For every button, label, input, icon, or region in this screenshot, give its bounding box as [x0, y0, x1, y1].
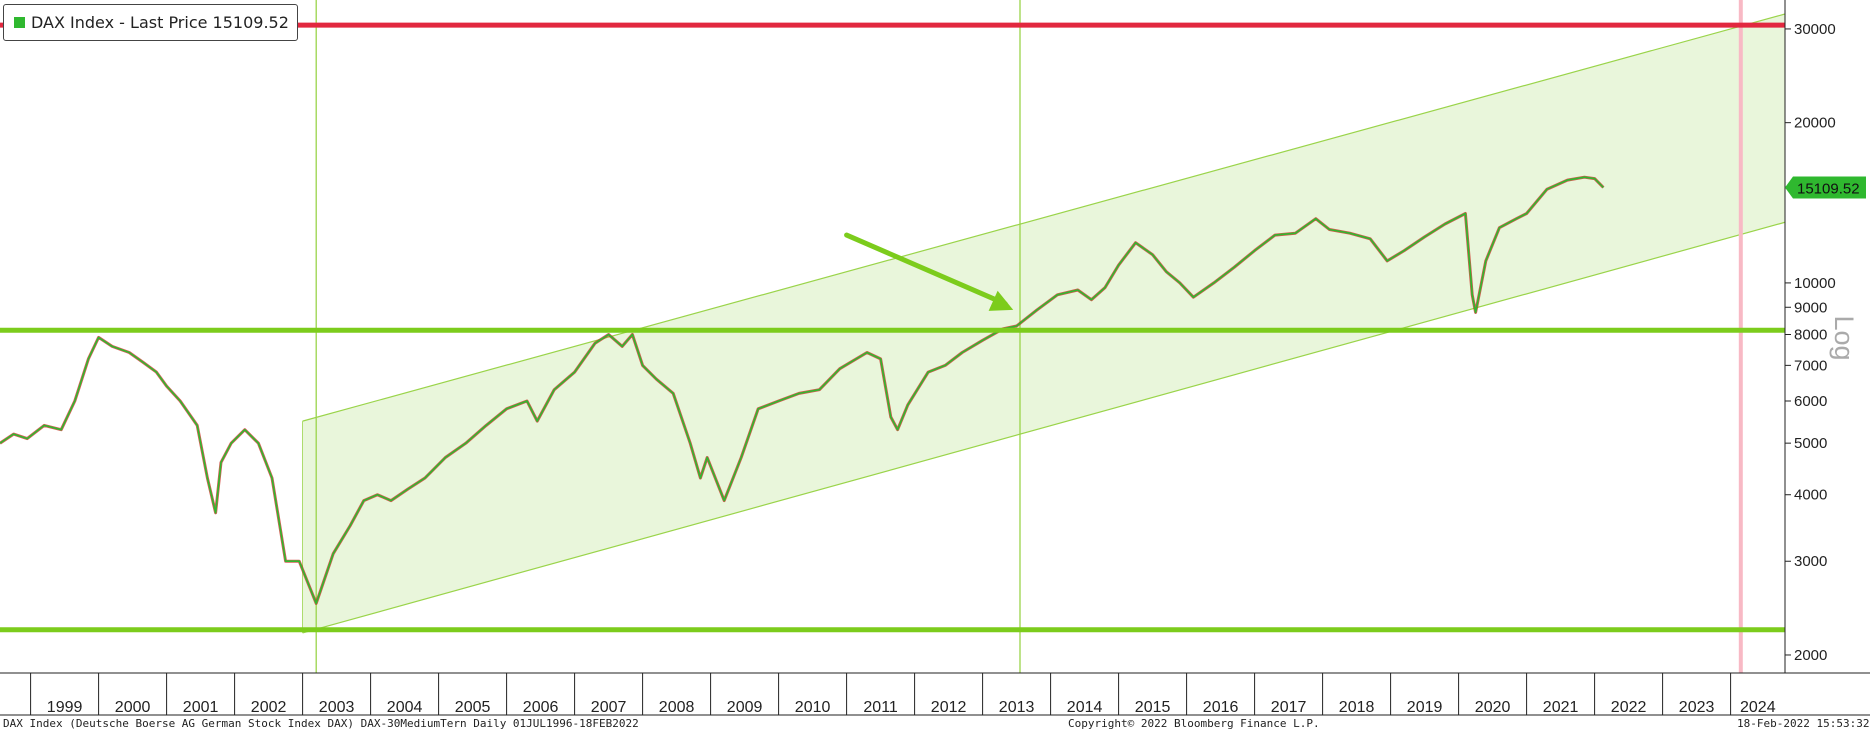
- annotation-arrow-shaft: [844, 232, 1008, 307]
- y-tick-label-9000: 9000: [1794, 299, 1827, 316]
- footer-source: DAX Index (Deutsche Boerse AG German Sto…: [3, 717, 639, 730]
- legend: DAX Index - Last Price 15109.52: [3, 4, 298, 41]
- legend-swatch: [14, 17, 25, 28]
- x-tick-label-2007: 2007: [591, 699, 627, 716]
- trend-channel-upper-line: [302, 13, 1786, 422]
- y-tick-label-20000: 20000: [1794, 115, 1836, 132]
- y-tick-label-3000: 3000: [1794, 553, 1827, 570]
- x-tick-label-2005: 2005: [455, 699, 491, 716]
- x-tick-label-2024: 2024: [1740, 699, 1776, 716]
- x-tick-label-2020: 2020: [1475, 699, 1511, 716]
- x-tick-label-2011: 2011: [863, 699, 898, 716]
- x-tick-label-2002: 2002: [251, 699, 287, 716]
- x-tick-label-2008: 2008: [659, 699, 695, 716]
- x-tick-label-2006: 2006: [523, 699, 559, 716]
- x-tick-label-2012: 2012: [931, 699, 967, 716]
- x-tick-label-2021: 2021: [1543, 699, 1579, 716]
- y-tick-label-4000: 4000: [1794, 487, 1827, 504]
- x-tick-label-2023: 2023: [1679, 699, 1715, 716]
- y-tick-label-6000: 6000: [1794, 393, 1827, 410]
- legend-label: DAX Index - Last Price 15109.52: [31, 13, 289, 32]
- x-tick-label-2004: 2004: [387, 699, 423, 716]
- x-tick-label-2009: 2009: [727, 699, 763, 716]
- last-price-tag: [1785, 176, 1866, 199]
- footer-timestamp: 18-Feb-2022 15:53:32: [1737, 717, 1870, 730]
- x-tick-label-2014: 2014: [1067, 699, 1103, 716]
- x-tick-label-2013: 2013: [999, 699, 1035, 716]
- x-tick-label-2015: 2015: [1135, 699, 1171, 716]
- x-tick-label-2022: 2022: [1611, 699, 1647, 716]
- x-tick-label-2010: 2010: [795, 699, 831, 716]
- y-tick-label-7000: 7000: [1794, 357, 1827, 374]
- last-price-label: 15109.52: [1797, 180, 1860, 197]
- x-tick-label-2016: 2016: [1203, 699, 1239, 716]
- x-tick-label-2019: 2019: [1407, 699, 1443, 716]
- x-tick-label-2018: 2018: [1339, 699, 1375, 716]
- y-tick-label-8000: 8000: [1794, 326, 1827, 343]
- y-tick-label-10000: 10000: [1794, 275, 1836, 292]
- footer-copyright: Copyright© 2022 Bloomberg Finance L.P.: [1068, 717, 1320, 730]
- annotation-arrow-head: [988, 290, 1014, 311]
- y-tick-label-2000: 2000: [1794, 647, 1827, 664]
- x-tick-label-2017: 2017: [1271, 699, 1307, 716]
- trend-channel-fill: [302, 14, 1786, 633]
- x-tick-label-2001: 2001: [183, 699, 219, 716]
- x-tick-label-2003: 2003: [319, 699, 355, 716]
- x-tick-label-1999: 1999: [47, 699, 83, 716]
- y-tick-label-5000: 5000: [1794, 435, 1827, 452]
- y-tick-label-30000: 30000: [1794, 21, 1836, 38]
- y-axis-scale-label: Log: [1829, 315, 1859, 360]
- trend-channel-lower-line: [302, 221, 1786, 634]
- price-series-line: [0, 176, 1604, 605]
- x-tick-label-2000: 2000: [115, 699, 151, 716]
